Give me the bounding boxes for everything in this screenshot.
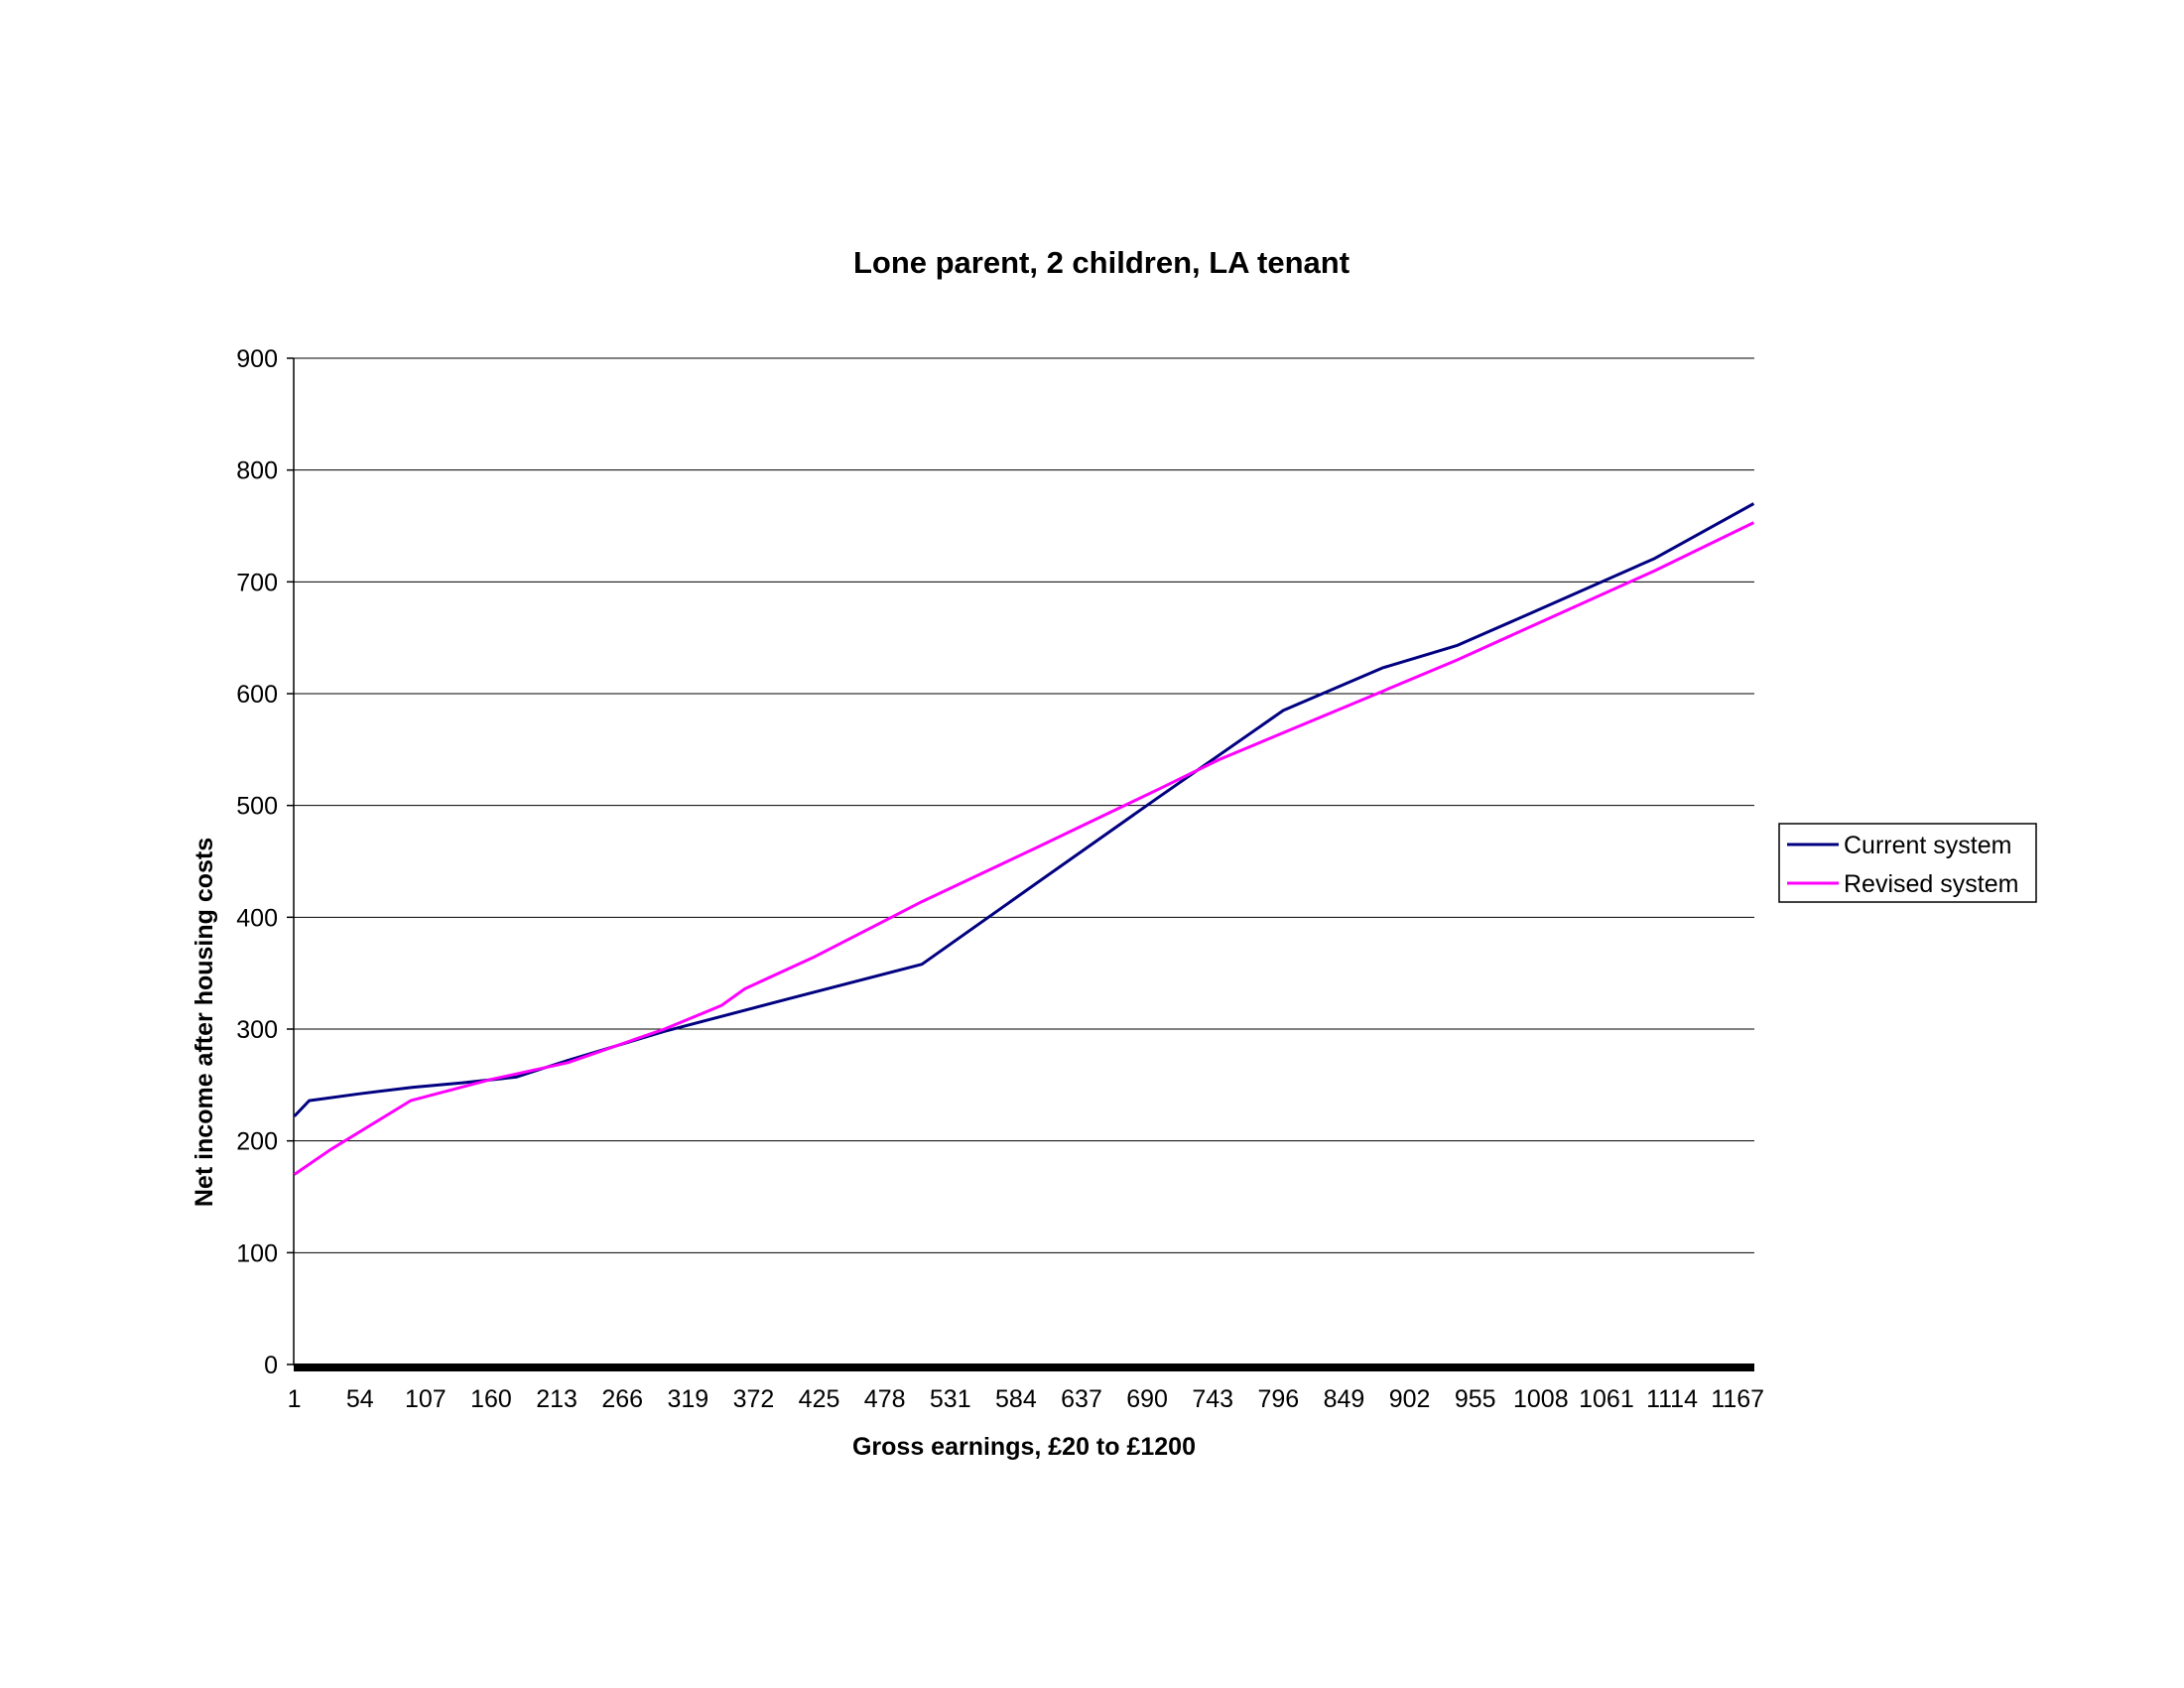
y-tick-label: 500 xyxy=(236,793,278,821)
y-axis-title: Net income after housing costs xyxy=(191,838,218,1207)
x-tick-label: 584 xyxy=(995,1385,1037,1413)
x-tick-label: 319 xyxy=(667,1385,708,1413)
x-tick-label: 849 xyxy=(1324,1385,1365,1413)
x-tick-label: 54 xyxy=(346,1385,374,1413)
x-tick-label: 107 xyxy=(405,1385,447,1413)
legend: Current system Revised system xyxy=(1778,823,2037,903)
gridlines xyxy=(294,357,1754,1253)
x-tick-label: 160 xyxy=(470,1385,512,1413)
y-tick-label: 900 xyxy=(236,345,278,373)
y-tick-label: 300 xyxy=(236,1016,278,1044)
x-tick-label: 266 xyxy=(601,1385,643,1413)
y-tick-label: 400 xyxy=(236,904,278,932)
x-tick-label: 213 xyxy=(536,1385,578,1413)
x-tick-label: 1 xyxy=(288,1385,302,1413)
y-tick-label: 600 xyxy=(236,681,278,709)
y-tick-label: 100 xyxy=(236,1239,278,1267)
x-tick-label: 1114 xyxy=(1646,1385,1698,1413)
y-tick-label: 0 xyxy=(264,1352,278,1379)
x-axis-ticks: 1 54 107 160 213 266 319 372 425 478 531 584 637 690 7… xyxy=(288,1385,1764,1413)
x-tick-label: 637 xyxy=(1061,1385,1102,1413)
x-tick-label: 743 xyxy=(1192,1385,1233,1413)
y-tick-label: 200 xyxy=(236,1128,278,1156)
x-tick-label: 955 xyxy=(1455,1385,1496,1413)
x-tick-label: 796 xyxy=(1257,1385,1299,1413)
legend-box xyxy=(1778,823,2037,903)
y-tick-label: 700 xyxy=(236,569,278,596)
series-lines xyxy=(293,502,1755,1176)
x-tick-label: 425 xyxy=(799,1385,840,1413)
x-tick-label: 1167 xyxy=(1711,1385,1764,1413)
x-tick-label: 531 xyxy=(930,1385,971,1413)
axes xyxy=(293,358,1754,1371)
series-line-current-system xyxy=(293,502,1755,1117)
y-axis-ticks: 0 100 200 300 400 500 600 700 800 900 xyxy=(236,345,294,1379)
x-tick-label: 690 xyxy=(1126,1385,1168,1413)
x-tick-label: 372 xyxy=(733,1385,775,1413)
x-tick-label: 902 xyxy=(1389,1385,1431,1413)
legend-label-revised: Revised system xyxy=(1844,870,2018,898)
x-axis-dense-ticks xyxy=(294,1364,1754,1371)
chart-title: Lone parent, 2 children, LA tenant xyxy=(853,245,1349,280)
x-axis-title: Gross earnings, £20 to £1200 xyxy=(852,1433,1196,1461)
legend-label-current: Current system xyxy=(1844,832,2011,859)
x-tick-label: 1061 xyxy=(1579,1385,1634,1413)
series-line-revised-system xyxy=(293,521,1755,1176)
x-tick-label: 478 xyxy=(864,1385,906,1413)
x-tick-label: 1008 xyxy=(1513,1385,1569,1413)
y-tick-label: 800 xyxy=(236,457,278,485)
